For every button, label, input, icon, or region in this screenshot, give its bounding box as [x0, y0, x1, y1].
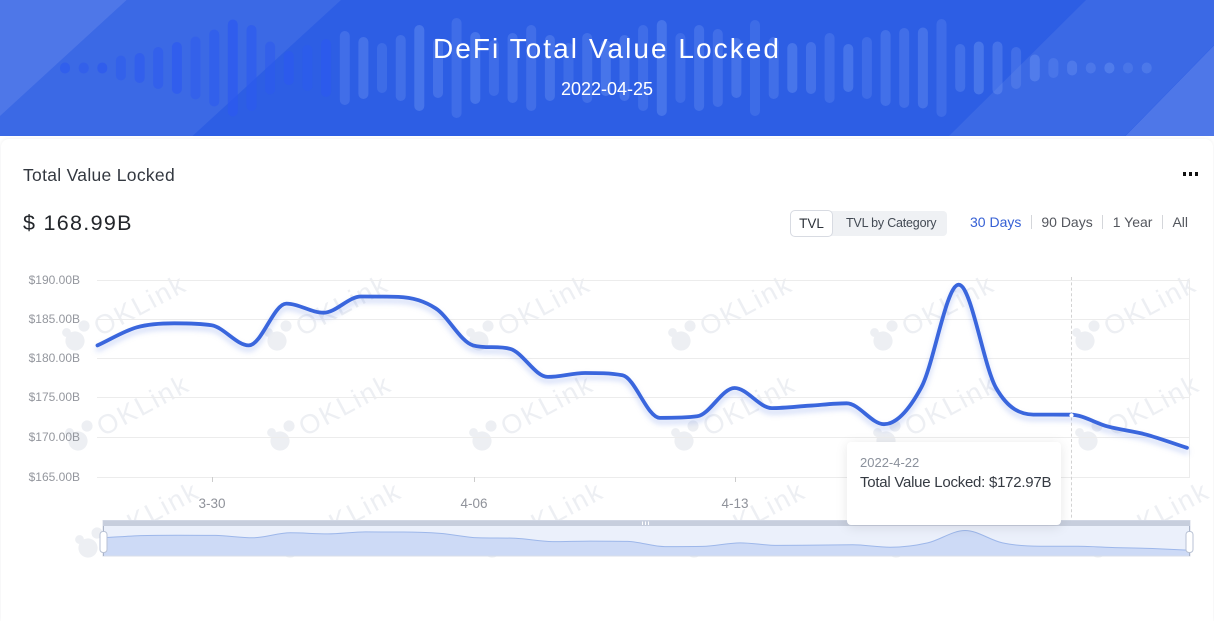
svg-text:$185.00B: $185.00B [29, 312, 80, 326]
svg-text:OKLink: OKLink [89, 268, 192, 342]
svg-text:4-13: 4-13 [721, 496, 748, 511]
svg-text:$170.00B: $170.00B [29, 430, 80, 444]
svg-text:OKLink: OKLink [1099, 268, 1202, 342]
svg-text:4-06: 4-06 [460, 496, 487, 511]
svg-text:OKLink: OKLink [496, 368, 599, 442]
svg-text:OKLink: OKLink [900, 368, 1003, 442]
svg-text:OKLink: OKLink [92, 368, 195, 442]
svg-text:$190.00B: $190.00B [29, 273, 80, 287]
svg-text:3-30: 3-30 [198, 496, 225, 511]
svg-text:OKLink: OKLink [493, 268, 596, 342]
svg-text:OKLink: OKLink [294, 368, 397, 442]
svg-text:$165.00B: $165.00B [29, 470, 80, 484]
svg-text:OKLink: OKLink [695, 268, 798, 342]
svg-text:$180.00B: $180.00B [29, 351, 80, 365]
svg-text:$175.00B: $175.00B [29, 390, 80, 404]
